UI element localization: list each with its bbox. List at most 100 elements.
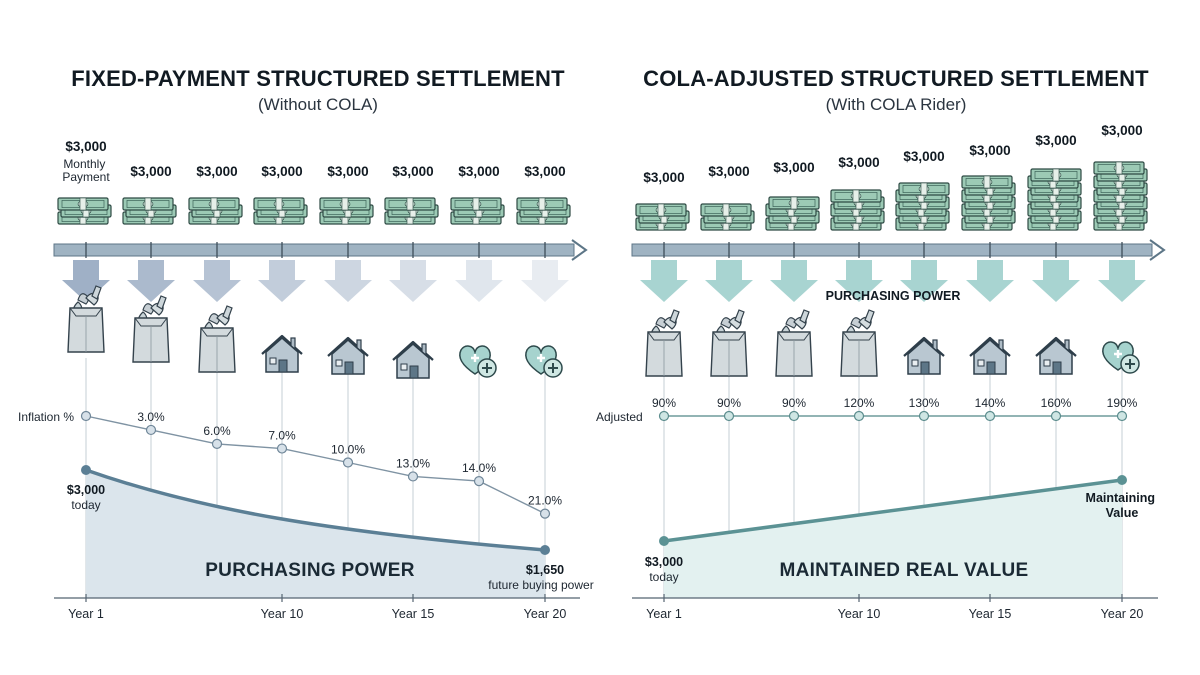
right-x-axis-ticks: Year 1 Year 10 Year 15 Year 20 — [646, 594, 1143, 621]
right-house-icon-6 — [969, 336, 1011, 375]
right-arrow-6 — [966, 260, 1014, 302]
left-start-value: $3,000 — [67, 483, 105, 497]
adjusted-point-2 — [723, 410, 735, 422]
right-subtitle: (With COLA Rider) — [826, 95, 967, 114]
adjusted-point-4 — [853, 410, 865, 422]
adjusted-point-6 — [984, 410, 996, 422]
right-arrow-5 — [900, 260, 948, 302]
right-arrow-3 — [770, 260, 818, 302]
right-cash-stack-2 — [700, 203, 755, 231]
inflation-point-3 — [211, 438, 223, 449]
inflation-point-4 — [276, 443, 288, 454]
left-subtitle: (Without COLA) — [258, 95, 378, 114]
left-house-icon-6 — [392, 340, 434, 379]
adjusted-value-2: 90% — [717, 396, 741, 410]
right-arrow-8 — [1098, 260, 1146, 302]
left-x-axis-ticks: Year 1 Year 10 Year 15 Year 20 — [68, 594, 566, 621]
left-arrow-1 — [62, 260, 110, 302]
left-arrow-8 — [521, 260, 569, 302]
left-end-point — [540, 545, 550, 555]
adjusted-value-8: 190% — [1107, 396, 1138, 410]
adjusted-value-4: 120% — [844, 396, 875, 410]
right-start-caption: today — [649, 570, 678, 584]
inflation-value-3: 6.0% — [203, 424, 231, 438]
right-timeline-arrowhead — [1149, 239, 1166, 261]
left-payments: $3,000 $3,000 $3,000 $3,000 $3,000 $3,000 $3,0… — [65, 139, 565, 179]
right-arrow-4 — [835, 260, 883, 302]
left-purchase-icons — [67, 285, 563, 379]
right-payment-amount-8: $3,000 — [1101, 123, 1142, 138]
left-timeline-arrowhead — [571, 239, 588, 261]
adjusted-point-7 — [1050, 410, 1062, 422]
adjusted-value-1: 90% — [652, 396, 676, 410]
right-grocery-bag-icon-3 — [775, 309, 813, 377]
inflation-line — [85, 415, 546, 515]
right-end-label: Maintaining Value — [1086, 491, 1159, 520]
adjusted-value-6: 140% — [975, 396, 1006, 410]
left-cash-stack-3 — [188, 197, 243, 225]
right-grocery-bag-icon-1 — [645, 309, 683, 377]
right-real-value-area — [659, 475, 1127, 598]
left-house-icon-4 — [261, 334, 303, 373]
right-adjusted-series: 90% 90% 90% 120% 130% 140% 160% 190% — [652, 396, 1138, 422]
left-health-heart-icon-7 — [459, 345, 497, 378]
right-panel: COLA-ADJUSTED STRUCTURED SETTLEMENT (Wit… — [596, 66, 1166, 621]
left-arrow-4 — [258, 260, 306, 302]
right-payment-amount-7: $3,000 — [1035, 133, 1076, 148]
left-payment-amount-5: $3,000 — [327, 164, 368, 179]
left-timeline-bar — [53, 243, 575, 257]
left-house-icon-5 — [327, 336, 369, 375]
left-cash-stack-6 — [384, 197, 439, 225]
left-arrow-7 — [455, 260, 503, 302]
left-x-tick-1: Year 1 — [68, 607, 104, 621]
left-cash-stack-8 — [516, 197, 571, 225]
right-cash-stack-6 — [961, 175, 1016, 231]
right-start-point — [659, 536, 669, 546]
right-x-tick-4: Year 20 — [1101, 607, 1144, 621]
right-arrow-overlay-label: PURCHASING POWER — [826, 289, 961, 303]
inflation-point-8 — [539, 508, 551, 519]
inflation-point-6 — [407, 471, 419, 482]
right-grocery-bag-icon-2 — [710, 309, 748, 377]
left-payment-amount-7: $3,000 — [458, 164, 499, 179]
left-cash-stacks — [57, 197, 571, 225]
adjusted-value-3: 90% — [782, 396, 806, 410]
left-payment-amount-1: $3,000 — [65, 139, 106, 154]
right-area-fill — [664, 480, 1122, 598]
left-arrow-5 — [324, 260, 372, 302]
right-arrow-7 — [1032, 260, 1080, 302]
right-health-heart-icon-8 — [1102, 341, 1140, 374]
left-payment-amount-3: $3,000 — [196, 164, 237, 179]
left-title: FIXED-PAYMENT STRUCTURED SETTLEMENT — [71, 66, 565, 91]
inflation-value-6: 13.0% — [396, 456, 430, 470]
left-first-payment-caption: Monthly Payment — [62, 157, 110, 184]
right-grocery-bag-icon-4 — [840, 309, 878, 377]
left-payment-amount-4: $3,000 — [261, 164, 302, 179]
left-start-point — [81, 465, 91, 475]
left-grocery-bag-icon-3 — [198, 305, 236, 373]
left-purchasing-power-line — [85, 468, 546, 552]
inflation-point-2 — [145, 424, 157, 436]
left-arrow-2 — [127, 260, 175, 302]
inflation-point-1 — [80, 410, 92, 422]
right-payments: $3,000 $3,000 $3,000 $3,000 $3,000 $3,000 $3,0… — [643, 123, 1142, 185]
right-x-tick-1: Year 1 — [646, 607, 682, 621]
adjusted-point-3 — [788, 410, 800, 422]
left-x-tick-4: Year 20 — [524, 607, 567, 621]
right-purchase-icons — [645, 309, 1140, 377]
left-cash-stack-1 — [57, 197, 112, 225]
right-payment-amount-5: $3,000 — [903, 149, 944, 164]
inflation-value-2: 3.0% — [137, 410, 165, 424]
left-end-caption: future buying power — [488, 578, 593, 592]
right-arrow-1 — [640, 260, 688, 302]
right-payment-amount-6: $3,000 — [969, 143, 1010, 158]
right-cash-stack-1 — [635, 203, 690, 231]
left-cash-stack-4 — [253, 197, 308, 225]
right-real-value-line — [663, 478, 1123, 543]
right-timeline-bar — [631, 243, 1153, 257]
left-band-label: PURCHASING POWER — [205, 560, 415, 581]
right-band-label: MAINTAINED REAL VALUE — [779, 560, 1028, 581]
left-start-caption: today — [71, 498, 100, 512]
left-inflation-series: 3.0% 6.0% 7.0% 10.0% 13.0% 14.0% 21.0% — [80, 410, 562, 519]
left-end-value: $1,650 — [526, 563, 564, 577]
